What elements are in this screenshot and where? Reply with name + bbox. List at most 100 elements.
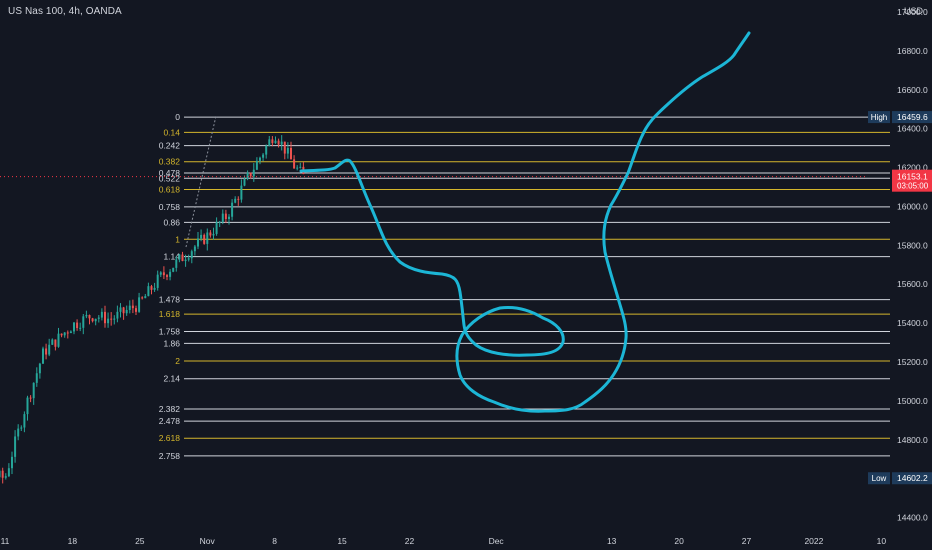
time-axis[interactable]: 111825Nov81522Dec13202720221017 [1,536,932,546]
fib-level-label: 2 [175,356,180,366]
candle-body [240,185,243,200]
candle-body [206,232,209,244]
price-tick-label: 14800.0 [897,435,928,445]
price-tick-label: 15200.0 [897,357,928,367]
time-tick-label: 27 [742,536,752,546]
candle-body [128,305,131,310]
candle-body [0,470,1,478]
candle-body [54,339,57,347]
fib-level-label: 0.86 [163,217,180,227]
candle-body [268,139,271,146]
time-tick-label: 22 [405,536,415,546]
fib-level-label: 0.382 [159,157,181,167]
currency-label: USD [904,6,924,16]
price-axis[interactable]: 17000.0 16800.0 16600.0 16400.0 16200.0 16000… [897,7,928,523]
fib-level-label: 0.478 [159,168,181,178]
candle-body [134,308,137,312]
badge-value [892,111,932,124]
candle-body [113,318,116,320]
candle-body [252,169,255,177]
trend-line[interactable] [185,115,217,248]
candle-body [45,348,48,355]
fib-level-label: 0.14 [163,127,180,137]
time-tick-label: 13 [607,536,617,546]
fib-level-label: 0.758 [159,202,181,212]
candle-body [296,167,299,169]
fib-level-label: 2.14 [163,374,180,384]
badge-tag-label: High [871,113,887,122]
candle-body [63,332,66,336]
candle-body [243,178,246,186]
candle-body [218,221,221,223]
candle-body [79,327,82,329]
candle-body [14,436,17,457]
candle-body [221,213,224,222]
price-tick-label: 15000.0 [897,396,928,406]
bar-countdown: 03:05:00 [897,182,929,191]
candle-body [110,318,113,320]
badge-value-label: 16459.6 [897,112,928,122]
candle-body [203,234,206,244]
candle-body [184,259,187,262]
candle-body [94,318,97,322]
candle-body [277,140,280,145]
candle-body [234,198,237,203]
candle-body [172,267,175,272]
candle-body [20,427,23,429]
candle-body [258,157,261,161]
candle-body [280,141,283,145]
candle-body [178,254,181,260]
candle-body [29,397,32,399]
candle-body [138,297,141,312]
candle-body [141,297,144,299]
candle-body [85,315,88,317]
badge-tag [868,111,890,124]
time-tick-label: 10 [877,536,887,546]
fib-level-label: 1.478 [159,295,181,305]
candle-body [76,322,79,329]
badge-tag-label: Low [872,474,887,483]
candle-body [265,145,268,155]
candle-body [116,311,119,319]
candle-body [4,476,7,478]
candle-body [60,333,63,336]
candle-body [274,140,277,144]
candle-body [41,348,44,364]
candle-body [91,318,94,322]
fib-level-label: 1.618 [159,309,181,319]
current-price-badge [892,169,932,192]
fib-level-label: 2.618 [159,433,181,443]
candle-body [103,311,106,324]
fib-level-label: 0.522 [159,173,181,183]
candle-body [156,274,159,288]
candle-body [231,202,234,217]
candle-body [7,468,10,477]
fib-level-label: 0 [175,112,180,122]
candle-body [227,216,230,220]
time-tick-label: 18 [68,536,78,546]
candle-body [162,272,165,276]
price-tick-label: 16400.0 [897,124,928,134]
price-tick-label: 14400.0 [897,513,928,523]
candle-body [144,296,147,299]
hand-drawn-projection[interactable] [299,31,751,413]
candle-body [57,333,60,347]
candle-body [66,332,69,334]
fib-level-label: 1.86 [163,338,180,348]
fib-level-label: 0.242 [159,141,181,151]
fib-level-label: 2.758 [159,451,181,461]
candle-body [107,318,110,324]
candle-body [299,166,302,168]
candle-body [150,286,153,290]
candle-body [209,232,212,236]
candle-body [69,331,72,334]
candle-body [38,363,41,374]
fib-level-label: 1 [175,234,180,244]
candle-body [262,154,265,158]
price-tick-label: 15600.0 [897,279,928,289]
candle-body [122,307,125,314]
candle-body [293,159,296,169]
candle-body [1,470,4,478]
